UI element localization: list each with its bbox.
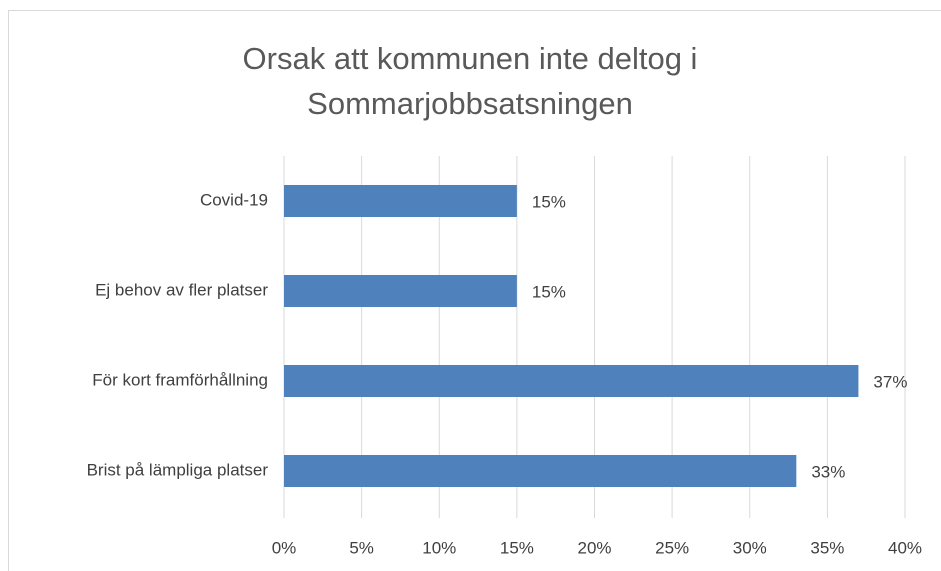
bar	[284, 275, 517, 307]
chart-title: Orsak att kommunen inte deltog i Sommarj…	[242, 41, 698, 121]
x-tick-label: 40%	[888, 538, 922, 557]
y-tick-label: Brist på lämpliga platser	[87, 460, 269, 479]
x-tick-label: 0%	[272, 538, 297, 557]
x-tick-label: 5%	[349, 538, 374, 557]
y-tick-label: Ej behov av fler platser	[95, 280, 268, 299]
data-label: 33%	[811, 462, 845, 481]
x-tick-label: 30%	[733, 538, 767, 557]
x-tick-label: 25%	[655, 538, 689, 557]
y-tick-label: Covid-19	[200, 190, 268, 209]
x-tick-label: 15%	[500, 538, 534, 557]
chart-border	[8, 10, 941, 571]
x-tick-label: 10%	[422, 538, 456, 557]
y-tick-label: För kort framförhållning	[92, 370, 268, 389]
bar	[284, 455, 797, 487]
x-tick-label: 35%	[810, 538, 844, 557]
bar	[284, 365, 859, 397]
bar	[284, 185, 517, 217]
data-label: 15%	[532, 192, 566, 211]
x-tick-label: 20%	[577, 538, 611, 557]
data-label: 15%	[532, 282, 566, 301]
data-label: 37%	[873, 372, 907, 391]
